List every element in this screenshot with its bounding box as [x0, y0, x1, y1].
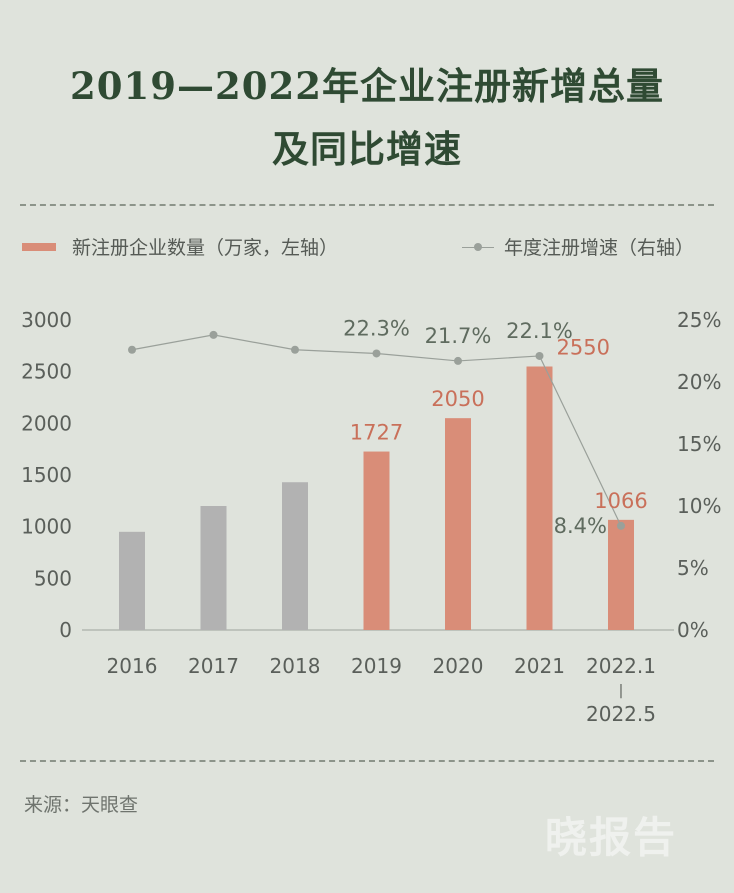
y-left-tick-label: 2500	[21, 360, 72, 384]
growth-point	[535, 351, 544, 360]
bar	[445, 418, 471, 630]
legend-line-series: 年度注册增速（右轴）	[462, 233, 694, 260]
bar-value-label: 1727	[350, 421, 403, 445]
legend-bar-swatch	[22, 242, 56, 251]
bar	[200, 506, 227, 630]
legend-line-swatch	[462, 241, 494, 253]
chart-area: 0 500 1000 1500 2000 2500 3000 0% 5% 10% 15% 20% 25%…	[21, 308, 721, 726]
y-left-tick-label: 2000	[21, 411, 72, 435]
bar	[608, 519, 634, 630]
y-right-tick-label: 0%	[677, 618, 709, 642]
x-tick-label: 2016	[107, 654, 158, 678]
bar-value-label: 2550	[557, 336, 610, 360]
legend-bar-series: 新注册企业数量（万家，左轴）	[22, 233, 338, 260]
growth-point	[372, 349, 381, 358]
y-left-tick-label: 1500	[21, 463, 72, 487]
bar	[119, 531, 145, 630]
growth-value-label: 21.7%	[425, 324, 492, 348]
growth-value-label: 8.4%	[554, 514, 607, 538]
bottom-divider	[20, 760, 714, 762]
chart-title-line-2: 及同比增速	[272, 127, 462, 171]
x-tick-label: 2021	[514, 654, 565, 678]
watermark-logo: 晓报告	[545, 813, 678, 862]
top-divider	[20, 204, 714, 206]
bar-value-label: 1066	[594, 489, 647, 513]
growth-point	[454, 356, 462, 365]
legend-bar-label: 新注册企业数量（万家，左轴）	[72, 237, 339, 259]
y-left-tick-label: 1000	[21, 515, 72, 539]
y-left-tick-label: 0	[59, 618, 72, 642]
y-left-tick-label: 3000	[21, 308, 72, 332]
growth-point	[209, 330, 218, 339]
growth-point	[291, 345, 299, 354]
x-tick-label: 2017	[188, 654, 239, 678]
x-tick-label: 2018	[270, 654, 321, 678]
legend-line-label: 年度注册增速（右轴）	[504, 237, 695, 259]
y-right-tick-label: 10%	[677, 494, 721, 518]
bar-value-label: 2050	[431, 387, 484, 411]
x-tick-label: 2019	[351, 654, 402, 678]
x-tick-label: 2022.1 | 2022.5	[586, 654, 656, 726]
bar	[282, 482, 308, 630]
growth-value-label: 22.3%	[343, 316, 410, 340]
growth-point	[128, 345, 136, 354]
y-right-tick-label: 25%	[677, 308, 721, 332]
bar	[363, 451, 390, 630]
y-left-tick-label: 500	[34, 566, 72, 590]
chart-title-line-1: 2019—2022年企业注册新增总量	[70, 64, 664, 108]
growth-point	[617, 521, 625, 530]
growth-value-label: 22.1%	[506, 319, 573, 343]
x-tick-label: 2020	[433, 654, 484, 678]
source-note: 来源：天眼查	[24, 794, 139, 816]
bar	[526, 366, 553, 630]
y-right-tick-label: 15%	[677, 432, 721, 456]
y-right-tick-label: 5%	[677, 556, 709, 580]
y-right-tick-label: 20%	[677, 370, 721, 394]
